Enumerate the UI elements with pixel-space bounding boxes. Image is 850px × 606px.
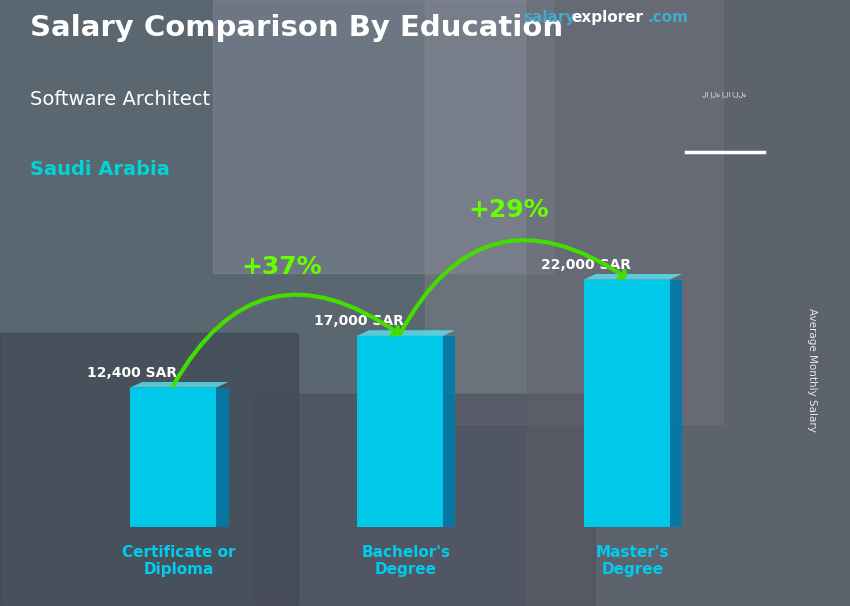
Text: Salary Comparison By Education: Salary Comparison By Education [30,14,563,42]
Polygon shape [583,274,683,279]
Text: Saudi Arabia: Saudi Arabia [30,160,169,179]
Polygon shape [670,279,683,527]
Bar [425,0,722,424]
Text: Software Architect: Software Architect [30,90,210,109]
Text: Certificate or
Diploma: Certificate or Diploma [122,545,236,577]
Text: .com: .com [648,10,689,25]
Bar [212,0,552,273]
Polygon shape [216,388,229,527]
Bar [527,0,850,606]
Text: salary: salary [523,10,575,25]
Bar [130,388,216,527]
Text: Master's
Degree: Master's Degree [596,545,670,577]
Polygon shape [357,330,456,336]
Bar [255,394,595,606]
Text: لا إله إلا الله: لا إله إلا الله [702,92,747,98]
Bar [583,279,670,527]
Text: 12,400 SAR: 12,400 SAR [87,366,177,380]
Text: explorer: explorer [571,10,643,25]
Text: Average Monthly Salary: Average Monthly Salary [807,308,817,431]
Bar [0,333,298,606]
Text: +37%: +37% [241,255,322,279]
Text: 22,000 SAR: 22,000 SAR [541,258,631,271]
Text: Bachelor's
Degree: Bachelor's Degree [361,545,450,577]
Text: +29%: +29% [468,198,549,222]
Polygon shape [443,336,456,527]
Bar [357,336,443,527]
Polygon shape [130,382,229,388]
Text: 17,000 SAR: 17,000 SAR [314,314,404,328]
